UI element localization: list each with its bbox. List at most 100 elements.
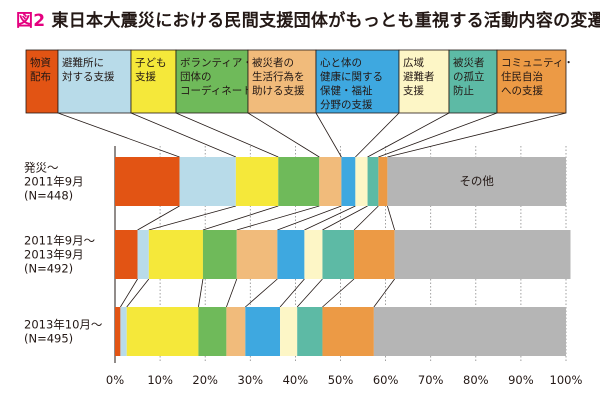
legend-label-line: コーディネート (180, 84, 253, 97)
annotation-other: その他 (459, 174, 494, 188)
x-tick-label: 80% (463, 373, 489, 387)
leader-line (245, 278, 278, 308)
legend-label-line: 生活行為を (252, 70, 305, 83)
bar-segment (245, 307, 281, 356)
bar-segment (297, 307, 323, 356)
legend-label-line: 健康に関する (320, 70, 383, 83)
leader-line (279, 278, 305, 308)
legend-label: 避難所に対する支援 (62, 56, 115, 83)
legend-swatch (496, 49, 567, 114)
leader-lines (57, 112, 567, 308)
legend-label-line: 住民自治 (501, 70, 543, 83)
category-label-line: 発災～ (24, 161, 59, 175)
legend-swatch (398, 49, 450, 114)
x-tick-label: 20% (192, 373, 218, 387)
bar-segment (355, 157, 368, 206)
category-label-line: 2011年9月 (24, 175, 84, 189)
legend-label-line: 物資 (30, 56, 51, 69)
legend-swatch (315, 49, 400, 114)
legend-label-line: 団体の (180, 71, 212, 83)
leader-line (387, 112, 567, 158)
leader-line (226, 278, 238, 308)
bar-segment (198, 307, 227, 356)
legend-label-line: 保健・福祉 (320, 84, 373, 97)
category-label-line: (N=492) (24, 262, 73, 276)
leader-line (322, 205, 368, 231)
legend-label-line: 防止 (453, 84, 474, 97)
legend-label: 物資配布 (30, 56, 51, 83)
bar-segment (137, 230, 149, 279)
leader-line (355, 112, 400, 158)
bar-segment (387, 157, 566, 206)
leader-line (247, 112, 320, 158)
legend-label-line: 子ども (135, 57, 167, 69)
leader-line (322, 278, 355, 308)
leader-line (57, 112, 180, 158)
x-tick-label: 100% (550, 373, 583, 387)
bar-segment (278, 157, 320, 206)
bar-segment (120, 307, 127, 356)
legend-label-line: 心と体の (320, 57, 362, 69)
leader-line (202, 205, 279, 231)
bar-segment (235, 157, 279, 206)
bar-segment (322, 307, 374, 356)
legend-label-line: 避難者 (403, 70, 435, 83)
category-label-line: (N=448) (24, 189, 73, 203)
leader-line (277, 205, 342, 231)
legend-swatch (448, 49, 498, 114)
figure-label: 図2 (16, 11, 46, 31)
legend-label-line: 支援 (135, 70, 156, 83)
legend-label-line: ボランティア・ (180, 57, 253, 69)
chart-title: 図2 東日本大震災における民間支援団体がもっとも重視する活動内容の変遷 (16, 6, 600, 31)
x-tick-label: 0% (106, 373, 124, 387)
leader-line (236, 205, 320, 231)
category-label: 発災～ 2011年9月(N=448) (24, 161, 84, 203)
bar-segment (202, 230, 237, 279)
legend-label-line: コミュニティ・ (501, 57, 574, 69)
legend-label-line: 避難所に (62, 56, 104, 69)
x-tick-label: 90% (508, 373, 534, 387)
leader-line (387, 205, 396, 231)
legend-label-line: 広域 (403, 56, 424, 69)
bar-segment (373, 307, 566, 356)
legend-label: 広域避難者支援 (403, 56, 435, 97)
legend-label-line: 被災者 (453, 56, 485, 69)
leader-line (296, 278, 323, 308)
leader-line (148, 205, 236, 231)
chart-title-text: 東日本大震災における民間支援団体がもっとも重視する活動内容の変遷 (51, 11, 600, 31)
leader-line (373, 278, 395, 308)
bar-segment (226, 307, 246, 356)
bar-segment (148, 230, 203, 279)
legend-label-line: 助ける支援 (252, 84, 305, 97)
leader-line (353, 205, 379, 231)
bar-segment (367, 157, 379, 206)
category-labels: 発災～ 2011年9月(N=448)2011年9月～ 2013年9月(N=492)2… (24, 161, 103, 346)
bar-segment (277, 230, 305, 279)
category-label-line: 2011年9月～ (24, 234, 96, 248)
legend-label: 被災者の生活行為を助ける支援 (252, 56, 305, 97)
legend-label-line: 被災者の (252, 56, 294, 69)
leader-line (175, 112, 279, 158)
leader-line (130, 112, 237, 158)
legend-label: 被災者の孤立防止 (453, 56, 485, 97)
legend-label: ボランティア・団体のコーディネート (180, 57, 253, 97)
leader-line (304, 205, 356, 231)
bar-segment (236, 230, 278, 279)
legend-label-line: 対する支援 (62, 70, 115, 83)
x-tick-label: 10% (147, 373, 173, 387)
bar-segment (394, 230, 571, 279)
leader-line (198, 278, 204, 308)
bars: その他 (115, 157, 571, 356)
legend-label: コミュニティ・住民自治への支援 (501, 57, 574, 97)
legend-label: 子ども支援 (135, 57, 167, 83)
leader-line (315, 112, 342, 158)
x-tick-label: 70% (418, 373, 444, 387)
legend-label-line: 分野の支援 (320, 98, 373, 111)
x-tick-label: 30% (238, 373, 264, 387)
category-label: 2011年9月～ 2013年9月(N=492) (24, 234, 96, 276)
legend-label-line: 配布 (30, 71, 51, 83)
bar-segment (115, 307, 121, 356)
legend-label-line: 支援 (403, 84, 424, 97)
leader-line (137, 205, 180, 231)
